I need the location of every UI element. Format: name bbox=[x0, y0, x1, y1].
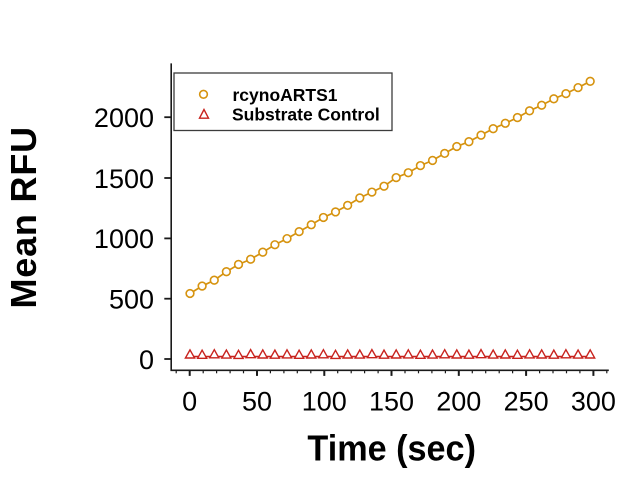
svg-text:500: 500 bbox=[109, 285, 154, 315]
svg-text:300: 300 bbox=[571, 386, 616, 416]
svg-text:0: 0 bbox=[182, 386, 197, 416]
svg-text:0: 0 bbox=[139, 345, 154, 375]
svg-text:1000: 1000 bbox=[94, 224, 154, 254]
svg-text:2000: 2000 bbox=[94, 103, 154, 133]
svg-text:rcynoARTS1: rcynoARTS1 bbox=[233, 85, 338, 105]
svg-text:1500: 1500 bbox=[94, 164, 154, 194]
svg-text:50: 50 bbox=[242, 386, 272, 416]
svg-text:250: 250 bbox=[504, 386, 549, 416]
svg-text:100: 100 bbox=[302, 386, 347, 416]
svg-text:Substrate Control: Substrate Control bbox=[232, 105, 380, 125]
svg-text:200: 200 bbox=[436, 386, 481, 416]
svg-text:150: 150 bbox=[369, 386, 414, 416]
svg-text:Time (sec): Time (sec) bbox=[307, 429, 476, 469]
svg-text:Mean RFU: Mean RFU bbox=[3, 126, 44, 308]
